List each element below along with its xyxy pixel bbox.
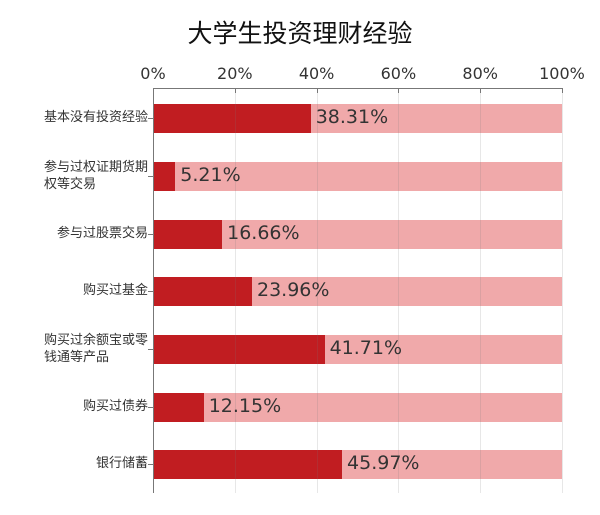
category-label: 购买过基金 [83, 282, 148, 299]
category-label-line: 购买过债券 [82, 399, 148, 414]
x-tick-mark [234, 88, 236, 93]
y-tick-mark [148, 118, 153, 119]
x-tick-mark [398, 88, 400, 93]
x-tick-mark [480, 88, 482, 93]
value-label: 45.97% [347, 452, 420, 474]
gridline [234, 89, 236, 493]
category-label: 参与过权证期货期 权等交易 [44, 159, 148, 193]
value-bar [154, 335, 325, 364]
value-bar [154, 104, 311, 133]
category-label-line: 购买过余额宝或零 [43, 333, 148, 348]
category-label: 购买过债券 [83, 398, 148, 415]
y-tick-mark [148, 234, 153, 235]
category-label-line: 参与过权证期货期 [43, 160, 148, 175]
y-tick-mark [148, 464, 153, 465]
bar-row: 购买过基金 23.96% [0, 277, 600, 306]
chart-title: 大学生投资理财经验 [187, 19, 413, 48]
value-label: 5.21% [180, 164, 241, 186]
y-axis-line [153, 88, 154, 493]
top-axis-line [153, 88, 562, 89]
y-tick-mark [148, 176, 153, 177]
bar-row: 基本没有投资经验 38.31% [0, 104, 600, 133]
bar-row: 购买过债券 12.15% [0, 393, 600, 422]
category-label-line: 权等交易 [43, 177, 96, 192]
category-label-line: 参与过股票交易 [56, 226, 148, 241]
category-label-line: 银行储蓄 [95, 456, 148, 471]
category-label: 购买过余额宝或零 钱通等产品 [44, 332, 148, 366]
category-label-line: 基本没有投资经验 [43, 110, 148, 125]
x-tick-mark [562, 88, 563, 93]
background-bar [154, 393, 562, 422]
category-label: 参与过股票交易 [57, 225, 148, 242]
bar-row: 购买过余额宝或零 钱通等产品 41.71% [0, 332, 600, 366]
category-label: 基本没有投资经验 [44, 109, 148, 126]
x-tick-label: 0% [140, 64, 166, 83]
value-bar [154, 393, 204, 422]
x-tick-label: 40% [298, 64, 335, 83]
x-tick-label: 100% [539, 64, 585, 83]
category-label-line: 钱通等产品 [43, 350, 109, 365]
bar-row: 参与过权证期货期 权等交易 5.21% [0, 159, 600, 193]
y-tick-mark [148, 291, 153, 292]
value-label: 23.96% [256, 279, 330, 301]
background-bar [154, 162, 562, 191]
value-bar [154, 450, 343, 479]
bar-row: 银行储蓄 45.97% [0, 450, 600, 479]
x-tick-mark [316, 88, 318, 93]
category-label: 银行储蓄 [96, 455, 148, 472]
gridline [316, 89, 318, 493]
value-label: 12.15% [208, 395, 282, 417]
value-bar [154, 220, 223, 249]
category-label-line: 购买过基金 [82, 283, 148, 298]
y-tick-mark [148, 407, 153, 408]
gridline [480, 89, 482, 493]
x-tick-label: 20% [217, 64, 253, 83]
x-tick-label: 80% [462, 64, 498, 83]
gridline [562, 89, 563, 493]
value-label: 38.31% [315, 106, 389, 128]
gridline [398, 89, 400, 493]
value-bar [154, 277, 252, 306]
y-tick-mark [148, 349, 153, 350]
value-bar [154, 162, 176, 191]
bar-row: 参与过股票交易 16.66% [0, 220, 600, 249]
x-tick-label: 60% [380, 64, 417, 83]
value-label: 41.71% [329, 337, 403, 359]
value-label: 16.66% [227, 222, 300, 244]
